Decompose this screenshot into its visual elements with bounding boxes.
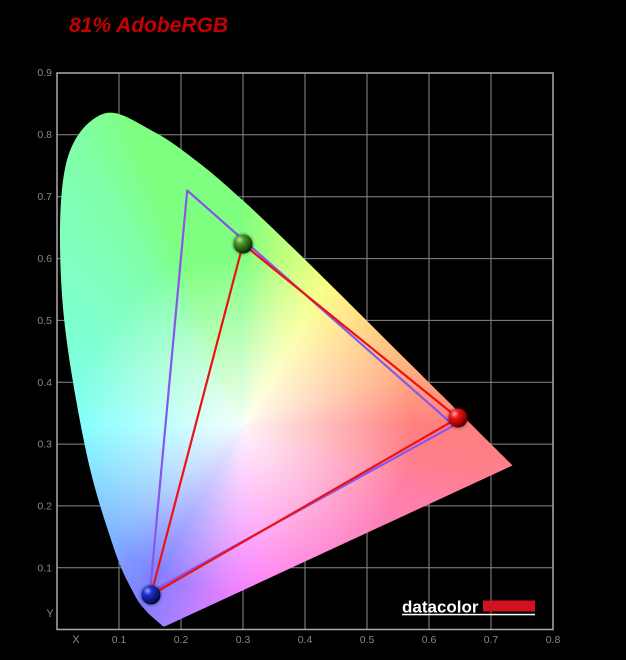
- svg-text:0.3: 0.3: [236, 634, 251, 646]
- svg-text:0.2: 0.2: [37, 501, 52, 513]
- svg-text:0.7: 0.7: [484, 634, 499, 646]
- svg-text:0.4: 0.4: [298, 634, 313, 646]
- svg-text:0.1: 0.1: [112, 634, 127, 646]
- svg-text:81% AdobeRGB: 81% AdobeRGB: [69, 14, 228, 37]
- svg-text:0.1: 0.1: [37, 563, 52, 575]
- svg-text:0.8: 0.8: [37, 129, 52, 141]
- svg-text:0.5: 0.5: [37, 315, 52, 327]
- svg-text:0.3: 0.3: [37, 439, 52, 451]
- svg-text:0.2: 0.2: [174, 634, 189, 646]
- svg-text:0.6: 0.6: [37, 253, 52, 265]
- svg-text:0.5: 0.5: [360, 634, 375, 646]
- svg-text:0.9: 0.9: [37, 67, 52, 79]
- svg-text:0.8: 0.8: [546, 634, 561, 646]
- svg-text:datacolor: datacolor: [402, 598, 479, 617]
- svg-text:0.7: 0.7: [37, 191, 52, 203]
- svg-text:Y: Y: [46, 608, 54, 620]
- svg-text:0.4: 0.4: [37, 377, 52, 389]
- svg-text:0.6: 0.6: [422, 634, 437, 646]
- svg-text:X: X: [72, 634, 80, 646]
